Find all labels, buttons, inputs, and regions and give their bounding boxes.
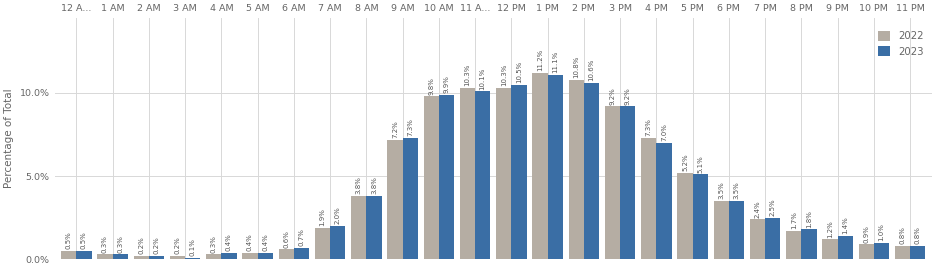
Text: 0.5%: 0.5% <box>80 232 87 249</box>
Text: 3.5%: 3.5% <box>734 182 739 199</box>
Text: 0.8%: 0.8% <box>914 226 921 244</box>
Text: 9.2%: 9.2% <box>609 87 616 105</box>
Text: 1.4%: 1.4% <box>842 217 848 234</box>
Text: 3.8%: 3.8% <box>356 176 361 194</box>
Text: 0.5%: 0.5% <box>66 232 72 249</box>
Text: 2.0%: 2.0% <box>335 207 341 224</box>
Y-axis label: Percentage of Total: Percentage of Total <box>4 89 14 189</box>
Bar <box>641 138 656 259</box>
Bar <box>388 140 402 259</box>
Bar <box>351 196 366 259</box>
Bar <box>910 246 926 259</box>
Text: 0.3%: 0.3% <box>102 235 108 253</box>
Bar <box>475 91 490 259</box>
Text: 0.1%: 0.1% <box>190 238 196 256</box>
Bar <box>61 251 77 259</box>
Text: 0.8%: 0.8% <box>899 226 905 244</box>
Bar <box>895 246 910 259</box>
Text: 11.2%: 11.2% <box>537 49 543 71</box>
Bar <box>750 220 765 259</box>
Bar <box>786 231 801 259</box>
Text: 1.7%: 1.7% <box>791 211 797 229</box>
Bar <box>678 173 693 259</box>
Bar <box>568 80 584 259</box>
Text: 5.1%: 5.1% <box>697 155 703 173</box>
Bar <box>424 96 439 259</box>
Bar <box>858 244 874 259</box>
Bar <box>169 256 185 259</box>
Text: 1.2%: 1.2% <box>827 220 833 238</box>
Bar <box>729 201 744 259</box>
Bar <box>314 228 330 259</box>
Text: 2.5%: 2.5% <box>769 199 776 216</box>
Bar <box>294 248 309 259</box>
Text: 0.4%: 0.4% <box>247 233 253 251</box>
Text: 3.8%: 3.8% <box>371 176 377 194</box>
Text: 0.4%: 0.4% <box>262 233 269 251</box>
Text: 0.2%: 0.2% <box>174 237 181 254</box>
Bar <box>496 88 511 259</box>
Bar <box>330 226 345 259</box>
Text: 0.6%: 0.6% <box>284 230 289 248</box>
Text: 0.3%: 0.3% <box>211 235 217 253</box>
Bar <box>402 138 417 259</box>
Bar <box>279 249 294 259</box>
Text: 10.8%: 10.8% <box>573 56 579 78</box>
Text: 10.6%: 10.6% <box>589 59 594 81</box>
Text: 3.5%: 3.5% <box>718 182 724 199</box>
Bar <box>221 253 237 259</box>
Bar <box>838 236 853 259</box>
Text: 0.9%: 0.9% <box>863 225 870 243</box>
Text: 9.2%: 9.2% <box>624 87 631 105</box>
Legend: 2022, 2023: 2022, 2023 <box>875 28 927 60</box>
Text: 10.5%: 10.5% <box>516 61 522 83</box>
Text: 1.8%: 1.8% <box>806 210 812 228</box>
Bar <box>656 143 671 259</box>
Bar <box>366 196 382 259</box>
Bar <box>874 243 889 259</box>
Text: 0.4%: 0.4% <box>226 233 232 251</box>
Text: 7.0%: 7.0% <box>661 123 667 141</box>
Bar <box>460 88 475 259</box>
Bar <box>257 253 272 259</box>
Text: 0.3%: 0.3% <box>117 235 124 253</box>
Bar <box>765 218 781 259</box>
Text: 0.2%: 0.2% <box>154 237 159 254</box>
Text: 7.3%: 7.3% <box>646 118 651 136</box>
Bar <box>533 73 548 259</box>
Bar <box>605 106 620 259</box>
Bar <box>97 254 112 259</box>
Bar <box>185 258 200 259</box>
Bar <box>584 83 599 259</box>
Bar <box>77 251 92 259</box>
Bar <box>112 254 128 259</box>
Bar <box>206 254 221 259</box>
Bar <box>511 84 527 259</box>
Text: 7.3%: 7.3% <box>407 118 413 136</box>
Bar <box>548 75 563 259</box>
Text: 0.7%: 0.7% <box>299 228 304 246</box>
Bar <box>149 256 164 259</box>
Text: 11.1%: 11.1% <box>552 51 558 73</box>
Bar <box>713 201 729 259</box>
Bar <box>823 239 838 259</box>
Bar <box>620 106 636 259</box>
Bar <box>242 253 257 259</box>
Bar <box>134 256 149 259</box>
Bar <box>801 229 816 259</box>
Text: 9.8%: 9.8% <box>429 77 434 95</box>
Text: 5.2%: 5.2% <box>682 154 688 171</box>
Text: 7.2%: 7.2% <box>392 120 398 138</box>
Text: 0.2%: 0.2% <box>139 237 144 254</box>
Text: 9.9%: 9.9% <box>444 75 449 93</box>
Text: 10.3%: 10.3% <box>464 64 471 86</box>
Bar <box>439 95 454 259</box>
Text: 10.1%: 10.1% <box>479 67 486 90</box>
Bar <box>693 175 708 259</box>
Text: 1.0%: 1.0% <box>879 223 885 241</box>
Text: 1.9%: 1.9% <box>319 208 326 226</box>
Text: 2.4%: 2.4% <box>754 200 760 218</box>
Text: 10.3%: 10.3% <box>501 64 506 86</box>
